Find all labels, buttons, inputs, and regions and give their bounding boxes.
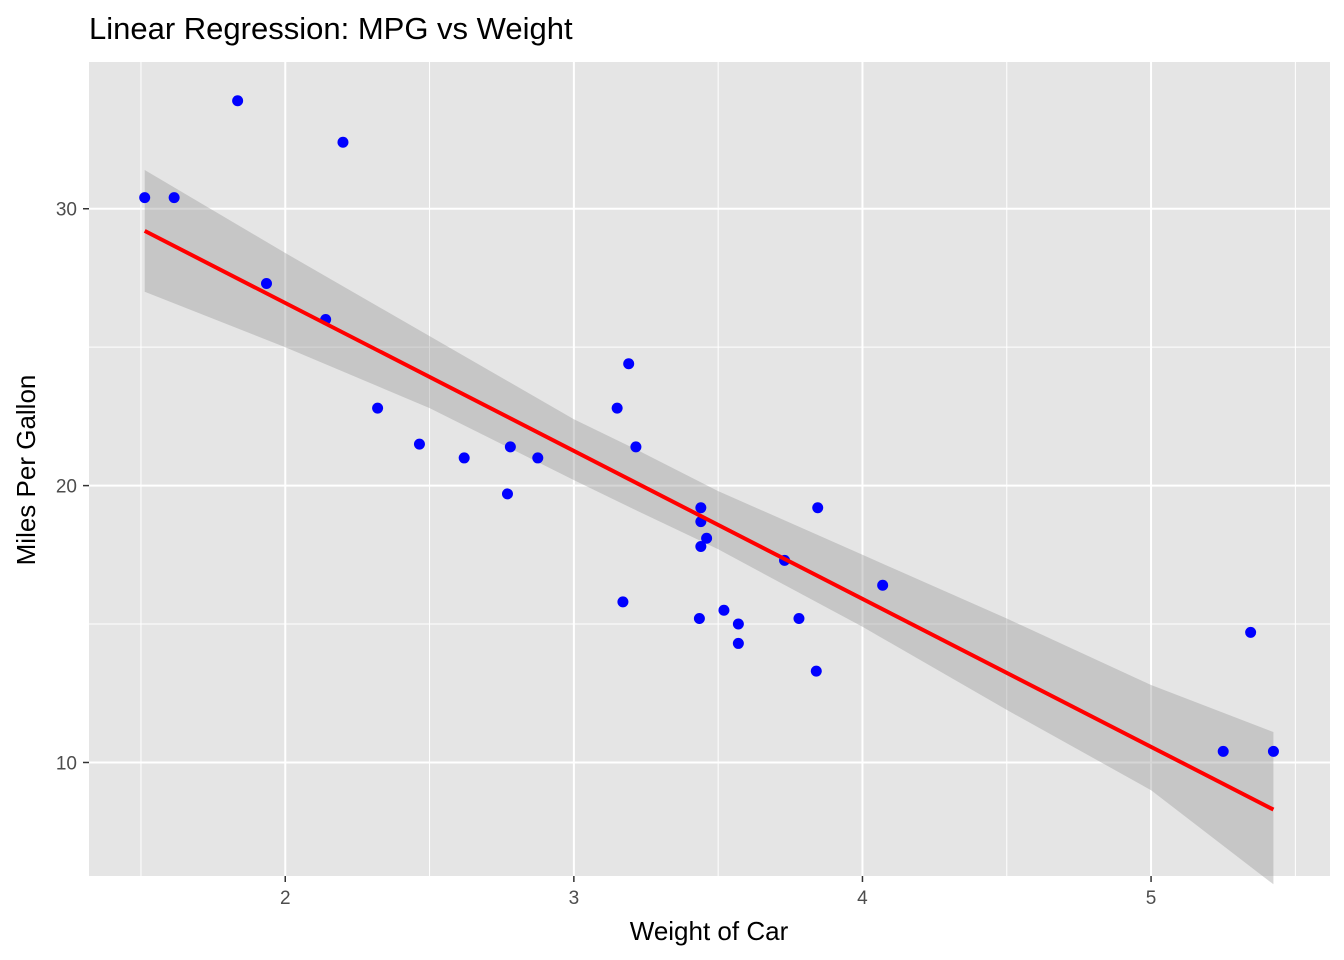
y-axis: 10 20 30 — [56, 200, 89, 774]
data-point — [630, 441, 642, 453]
y-tick-label: 30 — [56, 200, 77, 221]
data-point — [732, 618, 744, 630]
data-point — [458, 452, 470, 464]
data-point — [504, 441, 516, 453]
data-point — [1267, 745, 1279, 757]
data-point — [532, 452, 544, 464]
chart-title: Linear Regression: MPG vs Weight — [89, 11, 573, 46]
confidence-band-layer — [144, 170, 1274, 885]
x-tick-label: 2 — [280, 888, 291, 909]
x-tick-label: 4 — [857, 888, 868, 909]
regression-line — [143, 229, 1275, 812]
data-point — [701, 532, 713, 544]
data-point — [501, 488, 513, 500]
x-tick-label: 5 — [1146, 888, 1157, 909]
data-point — [611, 402, 623, 414]
data-point — [693, 613, 705, 625]
x-axis: 2 3 4 5 — [280, 876, 1156, 909]
data-point — [1217, 745, 1229, 757]
data-point — [337, 136, 349, 148]
data-point — [718, 604, 730, 616]
data-point — [260, 277, 272, 289]
data-point — [232, 95, 244, 107]
data-point — [877, 579, 889, 591]
data-point — [810, 665, 822, 677]
data-point — [623, 358, 635, 370]
data-point — [812, 502, 824, 514]
x-tick-label: 3 — [569, 888, 580, 909]
y-tick-label: 20 — [56, 477, 77, 498]
major-gridlines — [89, 62, 1330, 876]
data-point — [617, 596, 629, 608]
data-point — [732, 637, 744, 649]
y-tick-label: 10 — [56, 753, 77, 774]
data-point — [695, 541, 707, 553]
data-point — [413, 438, 425, 450]
data-point — [139, 192, 151, 204]
regression-line-layer — [143, 229, 1275, 812]
data-point — [793, 613, 805, 625]
data-point — [695, 502, 707, 514]
y-axis-title: Miles Per Gallon — [11, 375, 41, 566]
data-point — [168, 192, 180, 204]
data-point — [372, 402, 384, 414]
confidence-band — [144, 170, 1274, 885]
x-axis-title: Weight of Car — [630, 916, 789, 946]
data-point — [1245, 626, 1257, 638]
plot-panel — [89, 62, 1330, 876]
